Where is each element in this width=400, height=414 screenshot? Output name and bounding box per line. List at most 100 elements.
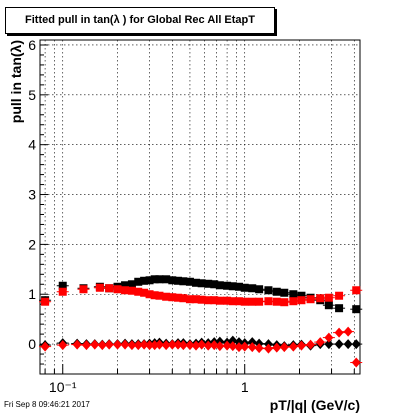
y-tick-label: 4 xyxy=(28,137,36,153)
data-point xyxy=(161,340,171,351)
data-point xyxy=(215,281,224,290)
data-point xyxy=(113,285,122,294)
data-point xyxy=(352,286,361,295)
data-point xyxy=(324,339,334,350)
data-point xyxy=(215,341,225,352)
data-point xyxy=(185,277,194,286)
data-point xyxy=(113,339,123,350)
grid-lines xyxy=(40,40,360,374)
chart-title: Fitted pull in tan(λ ) for Global Rec Al… xyxy=(5,7,275,34)
data-point xyxy=(191,340,201,351)
data-point xyxy=(197,279,206,288)
data-point xyxy=(40,341,50,352)
data-point xyxy=(140,288,149,297)
data-point xyxy=(162,292,171,301)
data-point xyxy=(335,304,344,313)
data-point xyxy=(134,287,143,296)
data-point xyxy=(289,297,298,306)
data-point xyxy=(272,342,282,353)
data-point xyxy=(97,340,107,351)
data-point xyxy=(204,296,213,305)
data-point xyxy=(306,339,316,350)
data-point xyxy=(324,332,334,343)
data-point xyxy=(272,297,281,306)
data-point xyxy=(248,297,257,306)
data-point xyxy=(203,340,213,351)
data-point xyxy=(58,287,67,296)
data-point xyxy=(127,340,137,351)
data-point xyxy=(145,276,154,285)
series-3 xyxy=(39,326,363,368)
y-tick-label: 6 xyxy=(28,37,36,53)
data-point xyxy=(79,285,88,294)
data-point xyxy=(90,339,100,350)
data-point xyxy=(121,286,130,295)
y-tick-label: 3 xyxy=(28,187,36,203)
data-point xyxy=(179,277,188,286)
data-point xyxy=(185,340,195,351)
data-point xyxy=(324,293,333,302)
data-point xyxy=(254,343,264,354)
data-point xyxy=(296,340,306,351)
plot-border xyxy=(39,39,361,375)
data-point xyxy=(297,296,306,305)
data-point xyxy=(343,339,353,350)
data-point xyxy=(240,297,249,306)
data-point xyxy=(162,275,171,284)
data-point xyxy=(280,298,289,307)
series-1 xyxy=(39,283,363,307)
data-marks xyxy=(39,275,363,368)
data-point xyxy=(197,295,206,304)
data-point xyxy=(204,279,213,288)
data-point xyxy=(335,291,344,300)
data-point xyxy=(264,297,273,306)
data-point xyxy=(247,342,257,353)
data-point xyxy=(178,340,188,351)
data-point xyxy=(352,305,361,314)
y-tick-label: 0 xyxy=(28,336,36,352)
data-point xyxy=(120,339,130,350)
data-point xyxy=(58,281,67,290)
data-point xyxy=(228,282,237,291)
data-point xyxy=(272,287,281,296)
data-point xyxy=(316,294,325,303)
data-point xyxy=(351,357,361,368)
x-tick-label: 10⁻¹ xyxy=(49,379,77,395)
data-point xyxy=(297,291,306,300)
plot-frame xyxy=(39,39,361,375)
y-tick-label: 5 xyxy=(28,87,36,103)
data-point xyxy=(289,290,298,299)
data-point xyxy=(58,340,68,351)
data-point xyxy=(279,342,289,353)
data-point xyxy=(81,340,91,351)
data-point xyxy=(155,291,164,300)
data-point xyxy=(209,340,219,351)
data-point xyxy=(315,337,325,348)
data-point xyxy=(127,280,136,289)
data-point xyxy=(263,343,273,354)
data-point xyxy=(127,286,136,295)
data-point xyxy=(179,294,188,303)
data-point xyxy=(155,275,164,284)
data-point xyxy=(215,296,224,305)
data-point xyxy=(228,335,238,346)
y-tick-label: 2 xyxy=(28,236,36,252)
data-point xyxy=(41,297,50,306)
data-point xyxy=(343,326,353,337)
axis-ticks xyxy=(40,44,355,375)
data-point xyxy=(351,339,361,350)
data-point xyxy=(255,297,264,306)
data-point xyxy=(95,283,104,292)
data-point xyxy=(121,281,130,290)
x-axis-label: pT/|q| (GeV/c) xyxy=(270,397,360,413)
data-point xyxy=(234,282,243,291)
data-point xyxy=(240,283,249,292)
data-point xyxy=(288,341,298,352)
data-point xyxy=(324,301,333,310)
data-point xyxy=(228,297,237,306)
y-axis-label: pull in tan(λ) xyxy=(8,40,24,123)
y-tick-label: 1 xyxy=(28,286,36,302)
data-point xyxy=(185,295,194,304)
footer-timestamp: Fri Sep 8 09:46:21 2017 xyxy=(4,400,90,409)
